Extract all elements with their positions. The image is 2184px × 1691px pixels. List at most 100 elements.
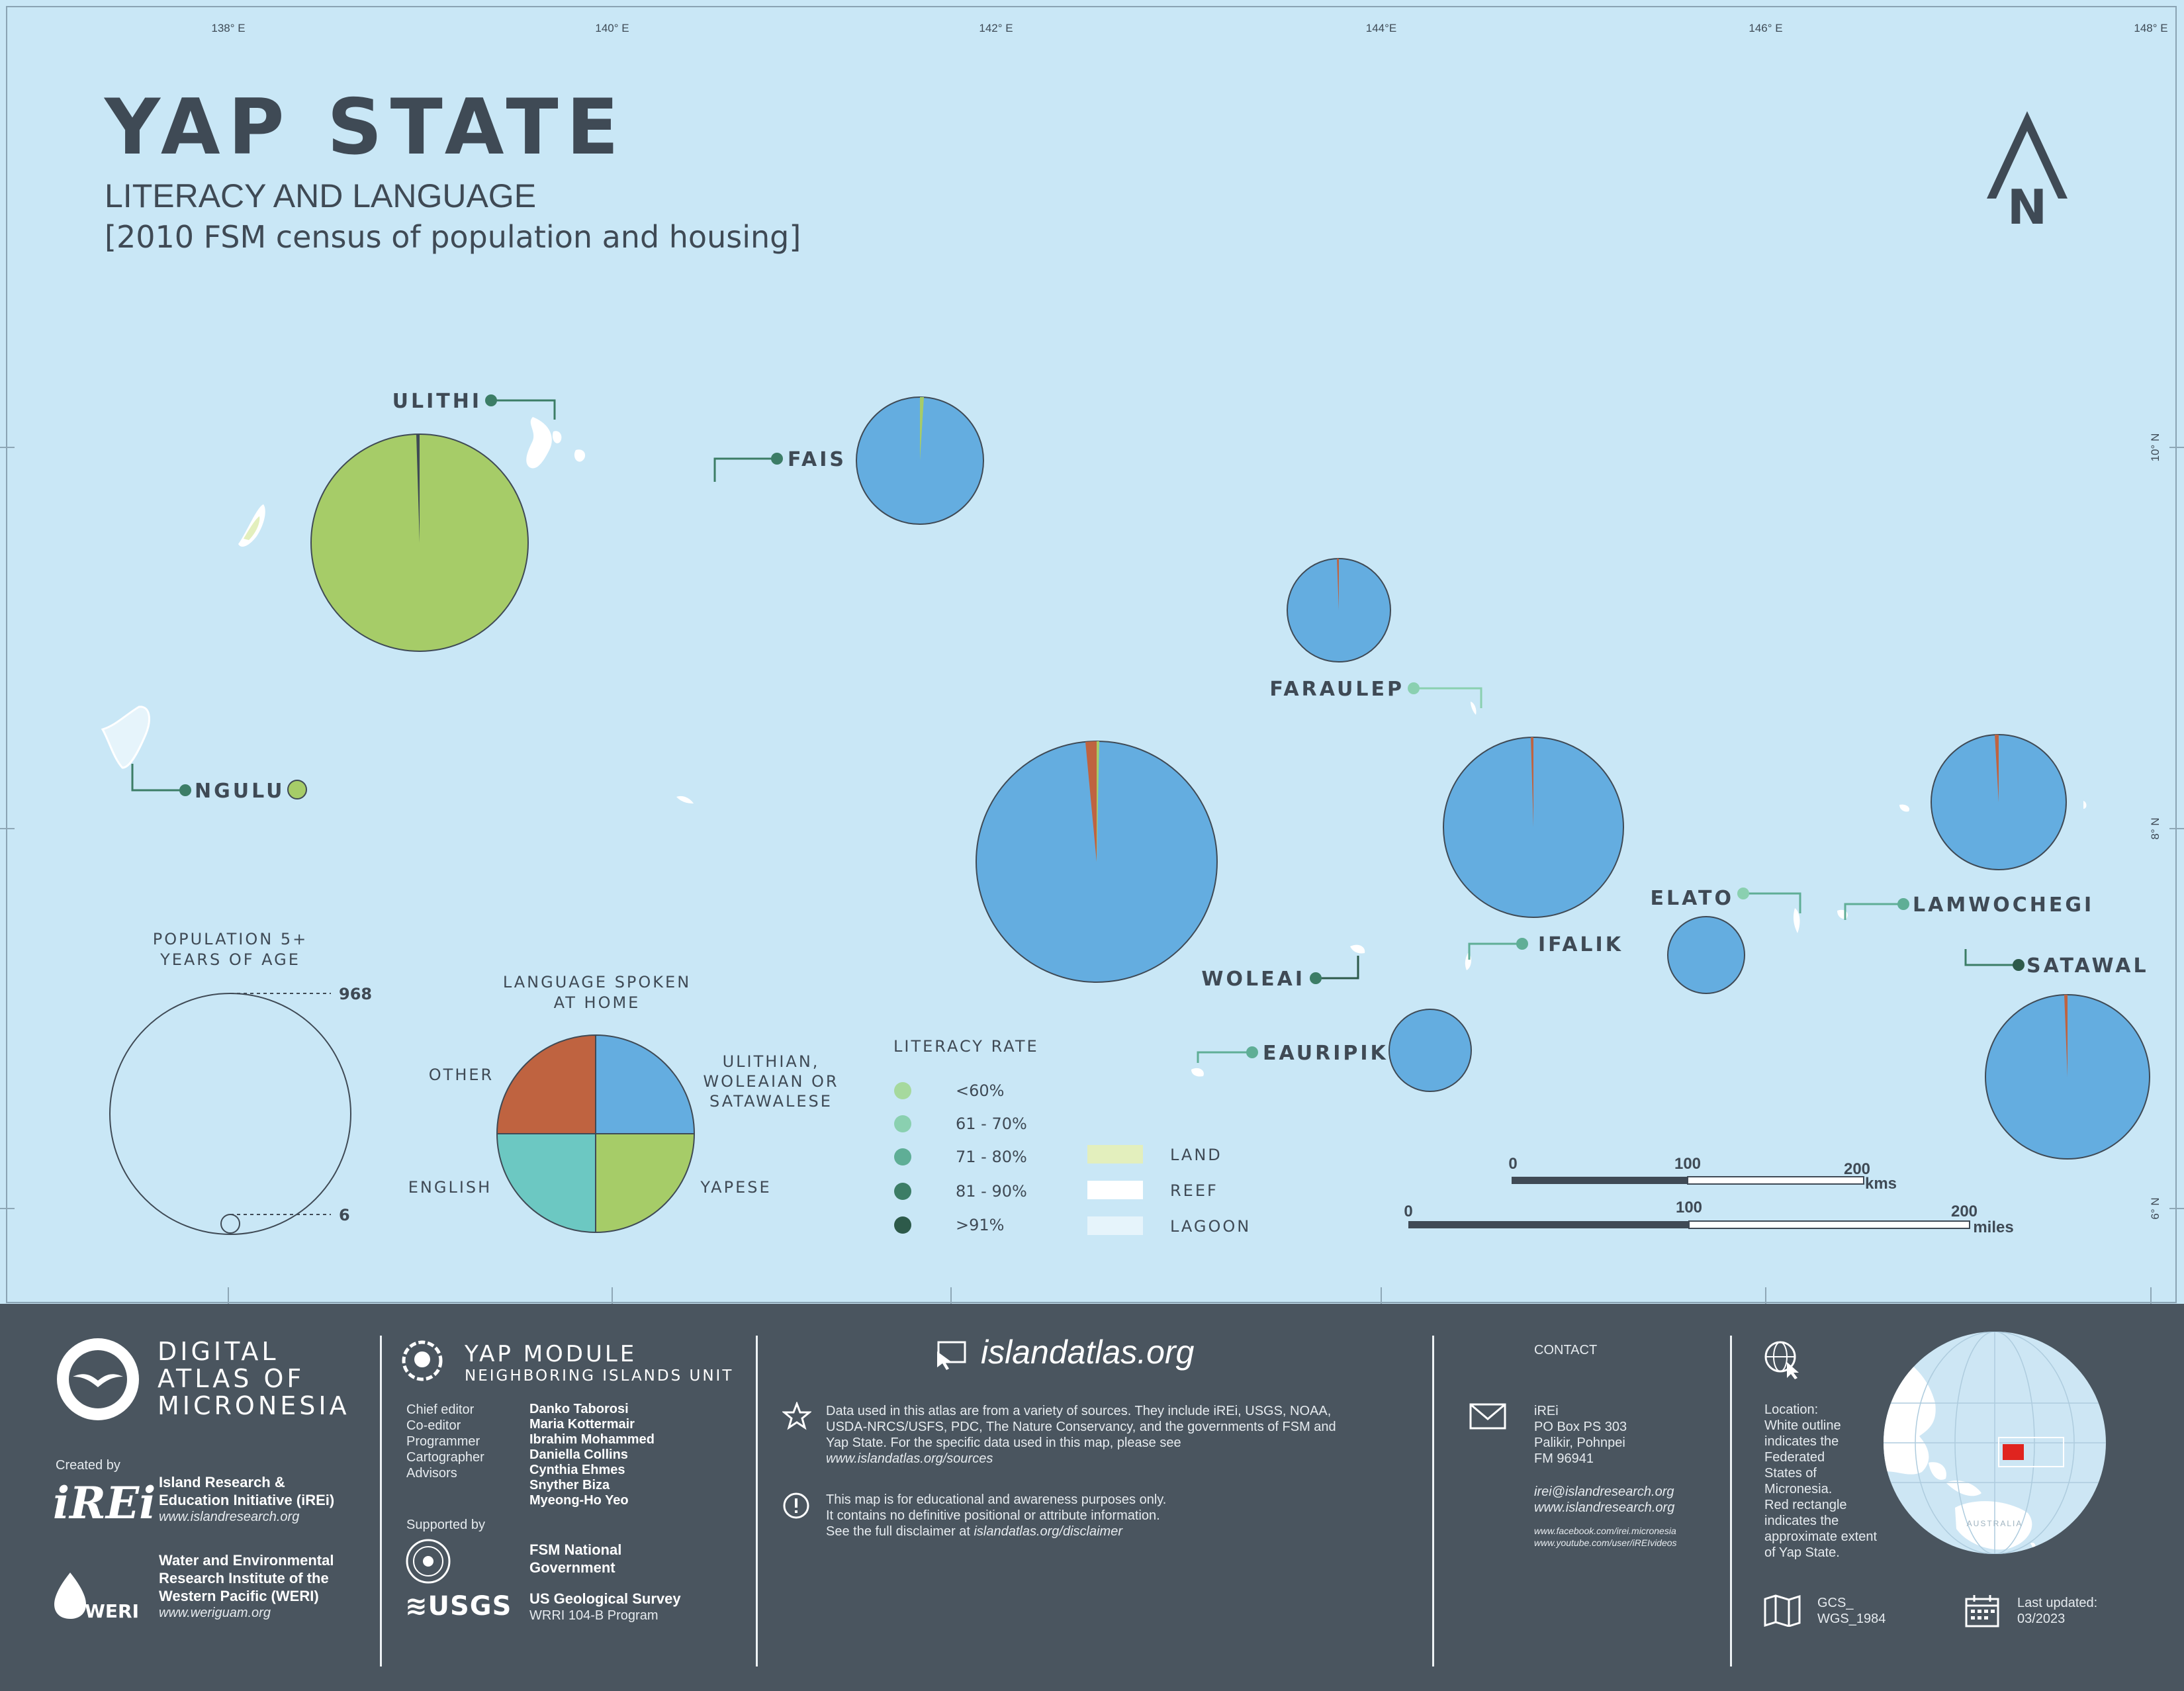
info-alert-icon [783, 1492, 809, 1519]
footer-divider [1730, 1336, 1732, 1667]
map-subtitle: LITERACY AND LANGUAGE [105, 177, 536, 214]
scale-unit: kms [1865, 1175, 1897, 1193]
contact-label: CONTACT [1534, 1343, 1598, 1357]
lon-label: 140° E [595, 22, 629, 34]
pie-woleai [976, 741, 1218, 983]
pie-faraulep [1287, 558, 1391, 663]
literacy-label: >91% [956, 1216, 1004, 1234]
pie-eauripik [1388, 1009, 1472, 1092]
legend-label: WOLEAIAN OR [703, 1072, 839, 1091]
email-link[interactable]: irei@islandresearch.org [1534, 1485, 1674, 1499]
footer-divider [756, 1336, 758, 1667]
ulithi-reef [526, 417, 552, 469]
address-line: iREi [1534, 1404, 1559, 1418]
legend-slice-yapese [595, 1133, 696, 1234]
supporter-name: Government [529, 1559, 615, 1576]
supported-by-label: Supported by [406, 1518, 485, 1532]
footer-divider [1432, 1336, 1434, 1667]
credit-name: Maria Kottermair [529, 1417, 635, 1432]
location-line: of Yap State. [1764, 1545, 1840, 1560]
facebook-link[interactable]: www.facebook.com/irei.micronesia [1534, 1526, 1676, 1536]
data-note: Data used in this atlas are from a varie… [826, 1403, 1336, 1467]
pie-satawal [1985, 994, 2150, 1160]
legend-slice-other [496, 1034, 596, 1134]
weri-name: Water and Environmental [159, 1552, 334, 1569]
reef-swatch [1087, 1181, 1143, 1199]
reef-patch [2083, 801, 2087, 809]
island-label: LAMWOCHEGI [1913, 893, 2094, 917]
weri-name: Research Institute of the [159, 1570, 329, 1586]
reef-patch [676, 796, 694, 803]
credit-name: Daniella Collins [529, 1447, 628, 1462]
star-icon [782, 1402, 811, 1430]
leader-lines [131, 399, 2017, 1063]
scale-unit: miles [1973, 1218, 2013, 1236]
web-cursor-icon [937, 1341, 966, 1370]
atlas-brand: DIGITAL ATLAS OF MICRONESIA [158, 1338, 350, 1420]
scale-tick: 0 [1404, 1203, 1412, 1220]
pie-ngulu [287, 780, 307, 800]
web-link[interactable]: www.islandresearch.org [1534, 1500, 1675, 1515]
updated-label: Last updated: [2017, 1596, 2098, 1610]
youtube-link[interactable]: www.youtube.com/user/iREIvideos [1534, 1537, 1677, 1548]
surface-legend: LAND REEF LAGOON [1087, 1145, 1249, 1236]
pie-elato [1667, 916, 1745, 994]
credit-role: Programmer [406, 1434, 480, 1449]
surface-label: LAND [1170, 1146, 1222, 1164]
scale-bar-miles: 0 100 200 miles [1404, 1199, 2013, 1236]
weri-logo: WERI [85, 1600, 139, 1622]
credit-role: Chief editor [406, 1402, 475, 1417]
created-by-label: Created by [56, 1458, 120, 1473]
literacy-dot [1246, 1046, 1258, 1058]
last-updated: Last updated: 03/2023 [2017, 1595, 2097, 1627]
lat-label: 8° N [2149, 817, 2161, 839]
map-panel: 138° E 140° E 142° E 144°E 146° E 148° E… [0, 6, 2184, 1304]
faraulep-reef [1471, 702, 1477, 715]
legend-title: YEARS OF AGE [159, 950, 300, 969]
irei-name: Island Research & [159, 1474, 285, 1490]
scale-tick: 0 [1508, 1155, 1517, 1173]
lon-label: 138° E [211, 22, 245, 34]
literacy-legend: LITERACY RATE <60% 61 - 70% 71 - 80% 81 … [893, 1037, 1039, 1234]
island-shapes [101, 417, 2087, 1077]
website-link[interactable]: islandatlas.org [981, 1334, 1195, 1371]
literacy-swatch [894, 1082, 911, 1099]
contact-address: iREi PO Box PS 303 Palikir, Pohnpei FM 9… [1534, 1403, 1627, 1467]
credit-names: Danko Taborosi Maria Kottermair Ibrahim … [529, 1402, 655, 1508]
location-note: Location: White outline indicates the Fe… [1764, 1402, 1877, 1561]
brand-line: MICRONESIA [158, 1391, 350, 1420]
supporter-name: US Geological Survey [529, 1590, 681, 1607]
map-frame [6, 6, 2177, 1303]
footer-divider [380, 1336, 382, 1667]
ulithi-islet [552, 431, 562, 443]
language-legend: LANGUAGE SPOKEN AT HOME ULITHIAN, WOLEAI… [408, 973, 839, 1234]
credit-role: Advisors [406, 1466, 457, 1481]
disclaimer-line: It contains no definitive positional or … [826, 1508, 1160, 1523]
disclaimer-link[interactable]: islandatlas.org/disclaimer [974, 1524, 1122, 1539]
social-links: www.facebook.com/irei.micronesia www.you… [1534, 1525, 1677, 1549]
module-title: YAP MODULE [465, 1341, 637, 1367]
eauripik-reef [1191, 1068, 1204, 1077]
legend-title: POPULATION 5+ [153, 930, 308, 948]
sources-link[interactable]: www.islandatlas.org/sources [826, 1451, 993, 1466]
contact-links: irei@islandresearch.org www.islandresear… [1534, 1484, 1674, 1516]
usgs-logo: ≋USGS [405, 1591, 512, 1622]
island-label: FARAULEP [1269, 678, 1404, 701]
credit-name: Myeong-Ho Yeo [529, 1493, 629, 1508]
locator-globe: AUSTRALIA [1884, 1332, 2106, 1554]
legend-title: LITERACY RATE [893, 1037, 1039, 1056]
population-min-label: 6 [339, 1206, 350, 1224]
island-labels: ULITHI FAIS NGULU FARAULEP WOLEAI IFALIK… [179, 390, 2146, 1065]
location-line: indicates the [1764, 1434, 1839, 1449]
literacy-swatch [894, 1115, 911, 1132]
ulithi-land [244, 516, 260, 540]
literacy-dot [1516, 938, 1528, 950]
address-line: PO Box PS 303 [1534, 1420, 1627, 1434]
island-label: NGULU [195, 780, 285, 803]
data-note-line: Data used in this atlas are from a varie… [826, 1404, 1332, 1418]
north-label: N [2007, 179, 2047, 235]
credit-name: Snyther Biza [529, 1478, 610, 1492]
brand-line: ATLAS OF [158, 1364, 305, 1393]
literacy-dot [1737, 888, 1749, 899]
ulithi-islet [574, 449, 586, 462]
